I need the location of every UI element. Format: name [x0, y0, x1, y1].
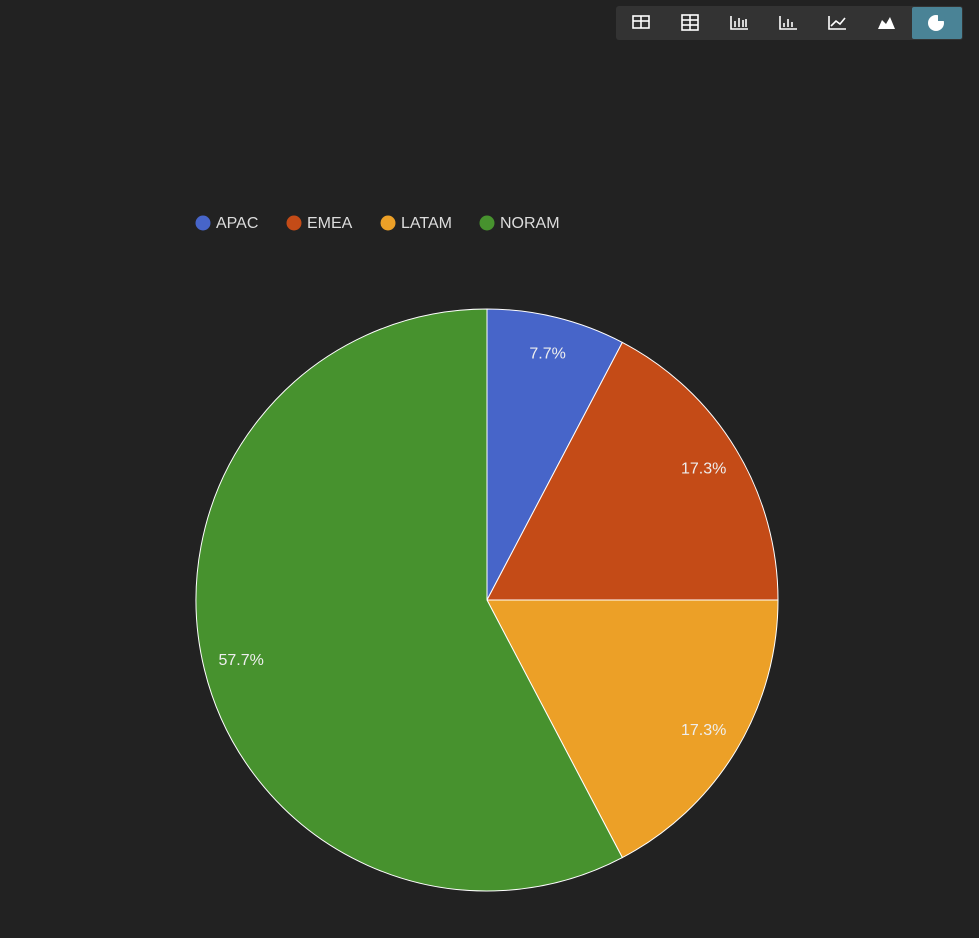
legend-marker — [286, 215, 302, 231]
legend-label: APAC — [216, 215, 258, 232]
pivot-button[interactable] — [666, 7, 714, 39]
legend-marker — [195, 215, 211, 231]
pie-slice — [195, 308, 624, 892]
column-button[interactable] — [764, 7, 812, 39]
data-label: 57.7% — [219, 652, 264, 669]
bar-button[interactable] — [715, 7, 763, 39]
toolbar — [616, 6, 963, 40]
pie-slice — [486, 341, 779, 601]
data-label: 17.3% — [681, 722, 726, 739]
line-button[interactable] — [813, 7, 861, 39]
pie-slice — [486, 308, 624, 601]
data-label: 17.3% — [681, 460, 726, 477]
legend-label: NORAM — [500, 215, 560, 232]
legend-label: LATAM — [401, 215, 452, 232]
legend-marker — [380, 215, 396, 231]
legend-label: EMEA — [307, 215, 353, 232]
legend-marker — [479, 215, 495, 231]
pie-button[interactable] — [912, 7, 962, 39]
pie-slice — [486, 599, 779, 859]
data-label: 7.7% — [529, 345, 565, 362]
table-button[interactable] — [617, 7, 665, 39]
area-button[interactable] — [862, 7, 910, 39]
